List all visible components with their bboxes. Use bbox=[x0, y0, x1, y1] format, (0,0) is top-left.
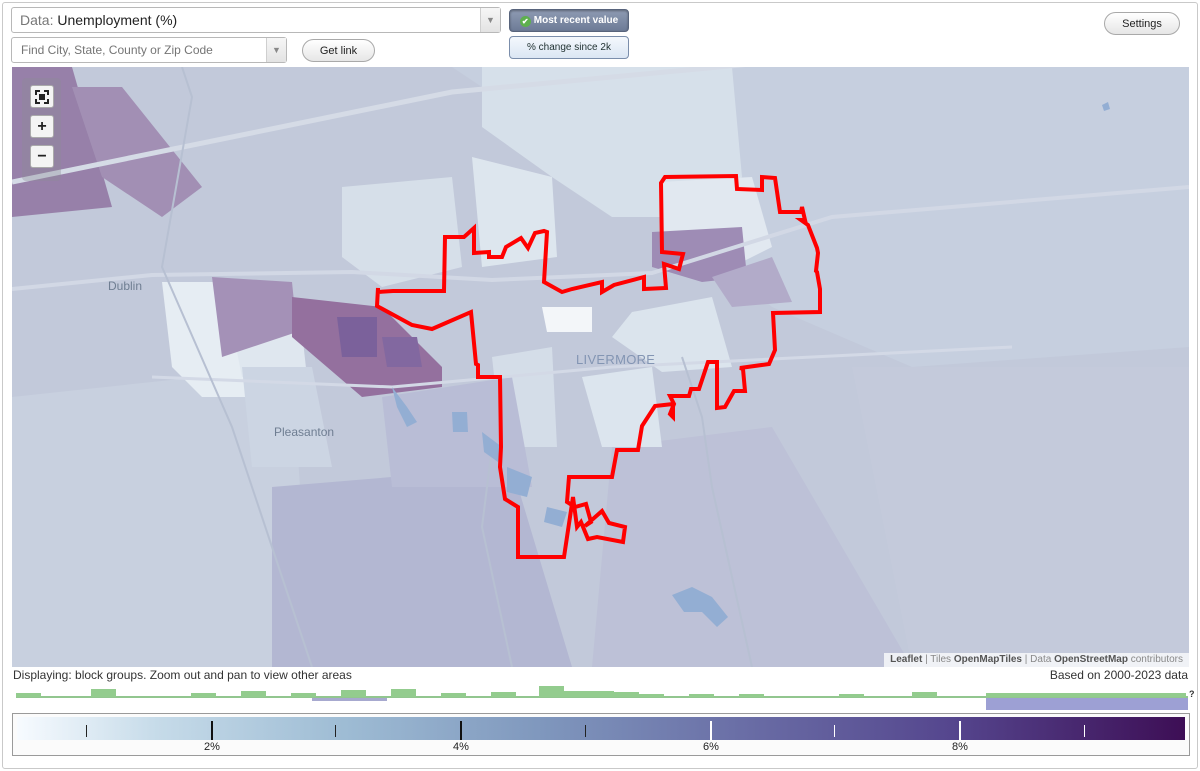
attribution-sep-2: | Data bbox=[1022, 654, 1055, 665]
percent-change-label: % change since 2k bbox=[527, 42, 611, 53]
legend-minor-tick bbox=[335, 725, 336, 737]
legend-minor-tick bbox=[585, 725, 586, 737]
map-attribution: Leaflet | Tiles OpenMapTiles | Data Open… bbox=[884, 653, 1189, 667]
legend-label-4: 4% bbox=[453, 741, 469, 753]
legend-minor-tick bbox=[1084, 725, 1085, 737]
map-canvas bbox=[12, 67, 1189, 667]
percent-change-toggle[interactable]: % change since 2k bbox=[509, 36, 629, 59]
color-legend: 2% 4% 6% 8% bbox=[12, 713, 1190, 756]
legend-major-tick bbox=[211, 721, 213, 740]
data-selector-label: Data: bbox=[20, 12, 54, 28]
display-status: Displaying: block groups. Zoom out and p… bbox=[13, 668, 352, 682]
chevron-down-icon[interactable]: ▼ bbox=[480, 8, 500, 32]
data-range-note: Based on 2000-2023 data bbox=[1049, 668, 1188, 682]
chevron-down-icon[interactable]: ▼ bbox=[266, 38, 286, 62]
minus-icon[interactable]: − bbox=[30, 145, 54, 168]
data-selector-value: Unemployment (%) bbox=[57, 12, 178, 28]
zoom-control-panel: + − bbox=[22, 78, 61, 181]
legend-minor-tick bbox=[86, 725, 87, 737]
value-histogram bbox=[16, 686, 1188, 710]
most-recent-toggle[interactable]: ✔ Most recent value bbox=[509, 9, 629, 32]
legend-major-tick bbox=[959, 721, 961, 740]
attribution-sep-1: | Tiles bbox=[922, 654, 954, 665]
check-icon: ✔ bbox=[519, 16, 531, 27]
osm-link[interactable]: OpenStreetMap bbox=[1054, 654, 1128, 665]
place-label-pleasanton: Pleasanton bbox=[274, 425, 335, 439]
attribution-tail: contributors bbox=[1127, 654, 1183, 665]
location-search[interactable]: ▼ bbox=[11, 37, 287, 63]
fullscreen-icon[interactable] bbox=[30, 85, 54, 108]
legend-label-6: 6% bbox=[703, 741, 719, 753]
legend-major-tick bbox=[710, 721, 712, 740]
place-label-livermore: LIVERMORE bbox=[576, 352, 656, 367]
place-label-dublin: Dublin bbox=[108, 279, 143, 293]
search-input[interactable] bbox=[21, 43, 261, 57]
legend-label-2: 2% bbox=[204, 741, 220, 753]
map-view[interactable]: Dublin Pleasanton LIVERMORE Leaflet | Ti… bbox=[12, 67, 1189, 667]
livermore-boundary bbox=[374, 173, 822, 559]
legend-gradient bbox=[17, 717, 1185, 740]
legend-minor-tick bbox=[834, 725, 835, 737]
openmaptiles-link[interactable]: OpenMapTiles bbox=[953, 654, 1022, 665]
leaflet-link[interactable]: Leaflet bbox=[890, 654, 923, 665]
most-recent-label: Most recent value bbox=[533, 15, 619, 26]
legend-label-8: 8% bbox=[952, 741, 968, 753]
plus-icon[interactable]: + bbox=[30, 115, 54, 138]
legend-major-tick bbox=[460, 721, 462, 740]
get-link-button[interactable]: Get link bbox=[302, 39, 375, 62]
help-icon[interactable]: ? bbox=[1189, 689, 1195, 699]
settings-button[interactable]: Settings bbox=[1104, 12, 1180, 35]
data-selector[interactable]: Data: Unemployment (%) ▼ bbox=[11, 7, 501, 33]
